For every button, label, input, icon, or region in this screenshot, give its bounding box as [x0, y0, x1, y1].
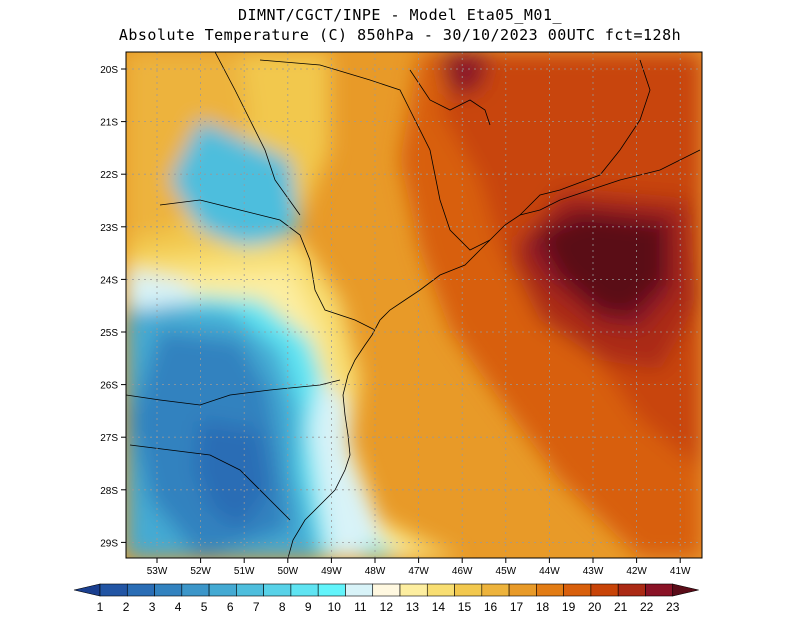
colorbar-label: 2 [123, 600, 130, 614]
warm-spot-north [440, 52, 490, 95]
lon-tick-label: 45W [496, 566, 517, 577]
state-border-sc-rs [129, 444, 291, 521]
lon-tick-label: 47W [408, 566, 429, 577]
coastline-borders [126, 52, 701, 558]
colorbar-label: 8 [279, 600, 286, 614]
colorbar-label: 10 [328, 600, 342, 614]
river-outline [409, 69, 491, 126]
lat-tick-label: 22S [100, 170, 118, 181]
colorbar-label: 16 [484, 600, 498, 614]
colorbar-segment [426, 583, 455, 597]
lon-tick-label: 52W [190, 566, 211, 577]
colorbar-segment [481, 583, 510, 597]
colorbar-segment [563, 583, 592, 597]
colorbar-segment [454, 583, 483, 597]
warm-zone-23 [540, 215, 665, 315]
colorbar-label: 4 [175, 600, 182, 614]
colorbar-segment [645, 583, 674, 597]
lon-tick-label: 43W [583, 566, 604, 577]
colorbar-label: 12 [380, 600, 394, 614]
graticule [126, 52, 702, 558]
colorbar-label: 17 [510, 600, 524, 614]
state-border-mg-rj-es [519, 59, 651, 216]
colorbar-max-arrow [672, 583, 699, 597]
colorbar-label: 5 [201, 600, 208, 614]
colorbar-segment [372, 583, 401, 597]
lon-tick-label: 42W [626, 566, 647, 577]
lon-tick-label: 48W [365, 566, 386, 577]
colorbar-segment [317, 583, 346, 597]
state-border-sp-pr [159, 199, 376, 331]
state-border-sp-mg [259, 59, 491, 251]
longitude-axis: 53W 52W 51W 50W 49W 48W 47W 46W 45W 44W 43W 42W 41W [147, 558, 691, 577]
colorbar-segment [236, 583, 264, 597]
colorbar-label: 15 [458, 600, 472, 614]
cold-zone-3 [195, 420, 270, 530]
colorbar-segment [181, 583, 210, 597]
colorbar-label: 13 [406, 600, 420, 614]
colorbar-label: 9 [305, 600, 312, 614]
colorbar-segment [590, 583, 619, 597]
colorbar-segment [345, 583, 374, 597]
lat-tick-label: 20S [100, 65, 118, 76]
colorbar-label: 14 [432, 600, 446, 614]
lon-tick-label: 46W [452, 566, 473, 577]
colorbar-segment [399, 583, 428, 597]
colorbar-segment [154, 583, 183, 597]
state-border-sp-ms [214, 52, 301, 216]
colorbar-segment [99, 583, 128, 597]
colorbar: 1 2 3 4 5 6 7 8 9 10 11 12 13 14 15 16 17 18 19 20 21 22 23 [73, 583, 699, 614]
temperature-field [126, 52, 702, 558]
lon-tick-label: 53W [147, 566, 168, 577]
colorbar-label: 6 [227, 600, 234, 614]
colorbar-segment [126, 583, 155, 597]
colorbar-label: 23 [666, 600, 680, 614]
lat-tick-label: 21S [100, 118, 118, 129]
field-zone-7 [170, 120, 300, 250]
colorbar-label: 19 [562, 600, 576, 614]
colorbar-min-arrow [73, 583, 101, 597]
colorbar-label: 1 [97, 600, 104, 614]
chart-title-line-2: Absolute Temperature (C) 850hPa - 30/10/… [118, 26, 682, 44]
lat-tick-label: 27S [100, 433, 118, 444]
atlantic-coastline [287, 149, 701, 558]
colorbar-label: 7 [253, 600, 260, 614]
lon-tick-label: 49W [321, 566, 342, 577]
map-frame [125, 51, 703, 559]
colorbar-segment [208, 583, 237, 597]
colorbar-segment [263, 583, 292, 597]
chart-title-line-1: DIMNT/CGCT/INPE - Model Eta05_M01_ [237, 6, 563, 24]
colorbar-segment [290, 583, 319, 597]
colorbar-label: 20 [588, 600, 602, 614]
colorbar-label: 21 [614, 600, 628, 614]
colorbar-segment [617, 583, 646, 597]
lon-tick-label: 50W [278, 566, 299, 577]
colorbar-segment [536, 583, 564, 597]
lon-tick-label: 41W [670, 566, 691, 577]
colorbar-segment [508, 583, 537, 597]
lat-tick-label: 28S [100, 486, 118, 497]
lat-tick-label: 23S [100, 223, 118, 234]
latitude-axis: 20S 21S 22S 23S 24S 25S 26S 27S 28S 29S [100, 65, 126, 549]
lat-tick-label: 25S [100, 328, 118, 339]
colorbar-label: 22 [640, 600, 654, 614]
colorbar-label: 3 [149, 600, 156, 614]
lat-tick-label: 29S [100, 538, 118, 549]
cold-zone-11 [126, 270, 200, 310]
colorbar-label: 11 [354, 600, 367, 614]
lon-tick-label: 51W [234, 566, 255, 577]
lat-tick-label: 24S [100, 275, 118, 286]
colorbar-label: 18 [536, 600, 550, 614]
lon-tick-label: 44W [539, 566, 560, 577]
lat-tick-label: 26S [100, 381, 118, 392]
